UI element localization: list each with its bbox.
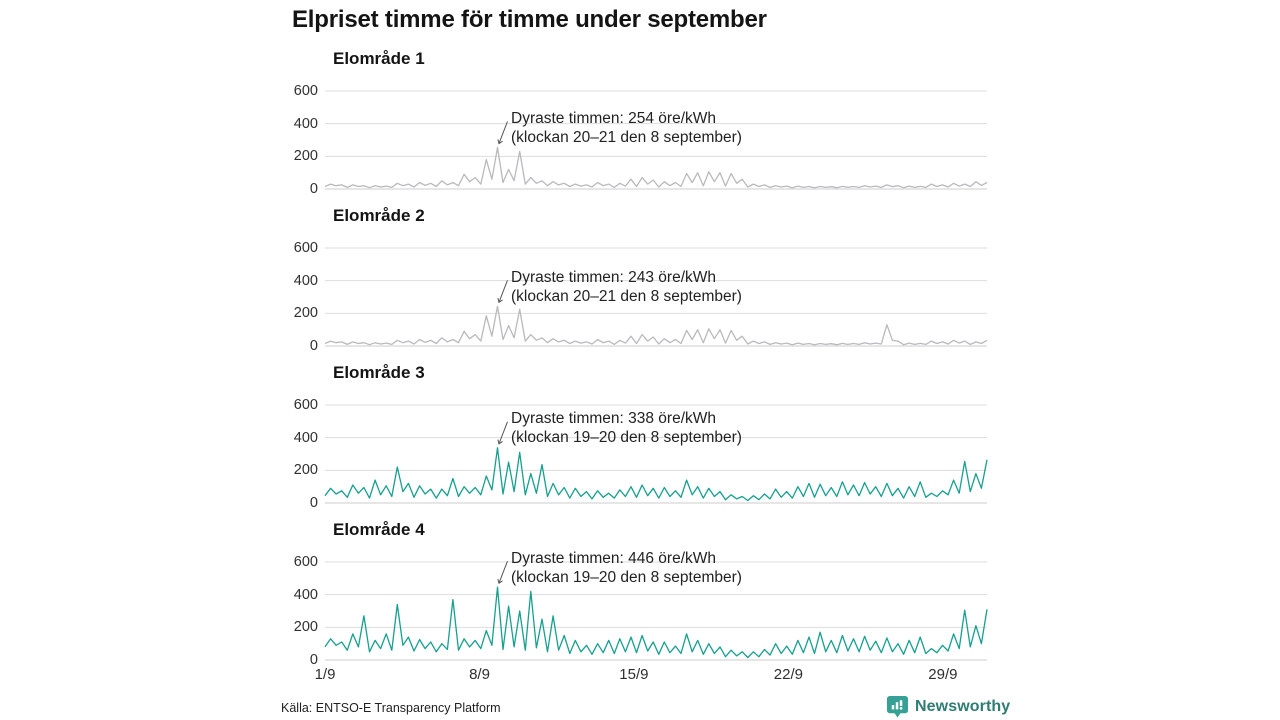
x-tick-label: 8/9 (469, 666, 490, 683)
x-axis: 1/9 8/9 15/9 22/9 29/9 (315, 666, 987, 686)
y-tick-label: 400 (293, 429, 318, 446)
newsworthy-wordmark: Newsworthy (915, 698, 1011, 715)
x-tick-label: 15/9 (619, 666, 649, 683)
x-tick-label: 29/9 (928, 666, 958, 683)
peak-annotation: Dyraste timmen: 446 öre/kWh (klockan 19–2… (511, 550, 742, 587)
y-tick-label: 200 (293, 619, 318, 636)
x-tick-label: 1/9 (314, 666, 336, 683)
chart-block-2: Elområde 2 600 400 200 0 Dyraste timmen: 243 … (281, 206, 1001, 362)
y-tick-label: 0 (309, 652, 318, 668)
y-tick-label: 600 (293, 83, 318, 99)
line-chart-4 (324, 560, 988, 661)
annotation-arrow (497, 280, 508, 304)
chart-block-4: Elområde 4 600 400 200 0 Dyraste timmen: 446 … (281, 520, 1001, 676)
y-tick-label: 600 (293, 554, 318, 570)
line-chart-2 (324, 247, 988, 347)
y-tick-label: 0 (309, 338, 318, 354)
y-tick-label: 200 (293, 305, 318, 322)
annotation-line1: Dyraste timmen: 243 öre/kWh (511, 269, 717, 286)
price-line (324, 146, 988, 189)
chart-subtitle: Elområde 4 (333, 520, 425, 539)
y-tick-label: 0 (309, 181, 318, 197)
newsworthy-logo: Newsworthy (886, 695, 1010, 719)
annotation-line1: Dyraste timmen: 446 öre/kWh (511, 550, 717, 567)
y-tick-label: 400 (293, 272, 318, 289)
y-tick-label: 600 (293, 397, 318, 413)
y-tick-label: 200 (293, 148, 318, 165)
annotation-arrow (497, 421, 508, 445)
chart-subtitle: Elområde 3 (333, 363, 425, 382)
page-title: Elpriset timme för timme under september (292, 6, 767, 33)
annotation-arrow (497, 560, 508, 584)
chart-block-3: Elområde 3 600 400 200 0 Dyraste timmen: 338 … (281, 363, 1001, 519)
annotation-line2: (klockan 20–21 den 8 september) (511, 287, 742, 305)
price-line (324, 447, 988, 502)
chart-subtitle: Elområde 2 (333, 206, 425, 225)
annotation-line1: Dyraste timmen: 254 öre/kWh (511, 110, 717, 127)
chart-subtitle: Elområde 1 (333, 49, 425, 68)
chart-block-1: Elområde 1 600 400 200 0 Dyraste timmen: 254 … (281, 49, 1001, 205)
y-tick-label: 0 (309, 495, 318, 511)
y-tick-label: 200 (293, 462, 318, 479)
line-chart-1 (324, 90, 988, 190)
annotation-line2: (klockan 20–21 den 8 september) (511, 128, 742, 146)
line-chart-3 (324, 404, 988, 504)
annotation-line2: (klockan 19–20 den 8 september) (511, 568, 742, 586)
peak-annotation: Dyraste timmen: 338 öre/kWh (klockan 19–2… (511, 410, 742, 447)
y-tick-label: 400 (293, 115, 318, 132)
annotation-arrow (497, 121, 508, 145)
annotation-line2: (klockan 19–20 den 8 september) (511, 428, 742, 446)
x-tick-label: 22/9 (773, 666, 803, 683)
peak-annotation: Dyraste timmen: 243 öre/kWh (klockan 20–2… (511, 269, 742, 306)
annotation-line1: Dyraste timmen: 338 öre/kWh (511, 410, 717, 427)
peak-annotation: Dyraste timmen: 254 öre/kWh (klockan 20–2… (511, 110, 742, 147)
newsworthy-chart-bubble-icon (886, 695, 909, 718)
source-caption: Källa: ENTSO-E Transparency Platform (281, 701, 501, 715)
price-line (324, 305, 988, 346)
y-tick-label: 400 (293, 586, 318, 603)
y-tick-label: 600 (293, 240, 318, 256)
price-line (324, 586, 988, 659)
